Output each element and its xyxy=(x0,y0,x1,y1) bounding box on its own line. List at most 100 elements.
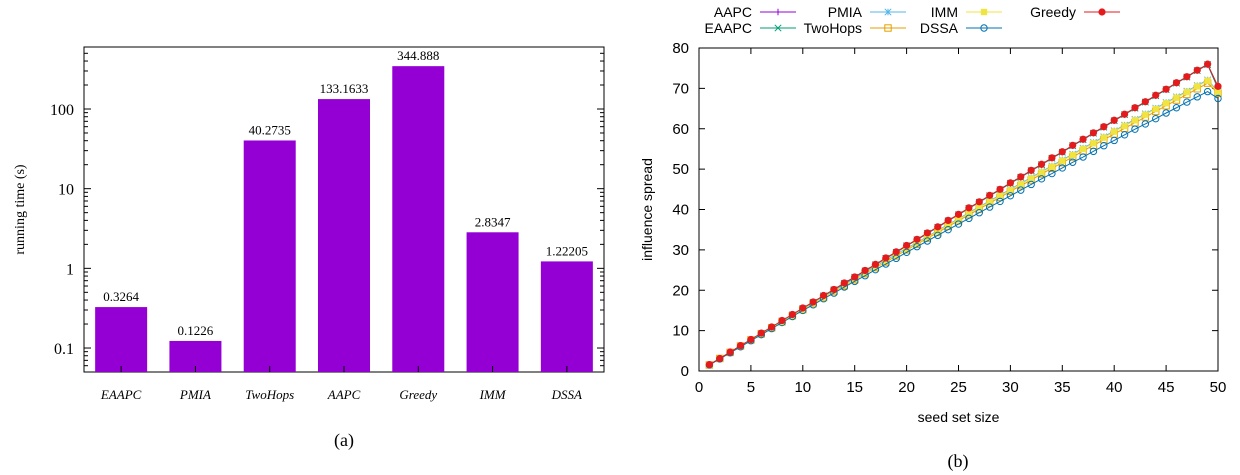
data-point xyxy=(1131,104,1139,112)
data-point xyxy=(1089,147,1098,156)
legend-item-pmia: PMIA xyxy=(828,4,906,20)
data-point xyxy=(1131,117,1139,124)
legend-marker xyxy=(884,8,892,16)
data-point xyxy=(965,204,973,212)
data-point xyxy=(965,210,973,217)
data-point xyxy=(1141,98,1149,106)
x-tick-label: 0 xyxy=(695,379,703,396)
legend-label: DSSA xyxy=(920,20,959,36)
x-tick-label: 25 xyxy=(950,379,967,396)
y-tick-label: 0 xyxy=(681,363,689,380)
legend-marker xyxy=(774,8,782,16)
data-point xyxy=(788,310,797,319)
x-tick-label: 35 xyxy=(1054,379,1071,396)
data-point xyxy=(799,304,807,312)
bar-value-labels: 0.3264 0.1226 40.2735 133.1633 344.888 2.8347… xyxy=(103,48,588,338)
data-point xyxy=(913,235,921,243)
legend-label: TwoHops xyxy=(804,20,862,36)
data-point xyxy=(1079,135,1087,143)
axis-ticks: 0 5 10 15 20 25 30 35 40 45 50 0 10 20 30 40 50 60 70 80 xyxy=(672,40,1226,396)
legend-item-greedy: Greedy xyxy=(1030,4,1120,20)
legend-marker xyxy=(774,24,782,32)
bar-imm xyxy=(466,232,519,372)
data-point xyxy=(1172,79,1181,87)
data-point xyxy=(1121,122,1128,130)
data-point xyxy=(1194,83,1201,90)
legend-item-imm: IMM xyxy=(931,4,1002,20)
legend-marker xyxy=(980,24,988,32)
data-point xyxy=(1058,148,1066,156)
category-label: IMM xyxy=(479,387,507,402)
bar-dssa xyxy=(540,261,593,372)
y-tick-label: 50 xyxy=(672,161,689,178)
legend-label: Greedy xyxy=(1030,4,1076,20)
y-tick-label: 10 xyxy=(672,323,689,340)
data-point xyxy=(923,237,932,245)
bar-value-label: 133.1633 xyxy=(320,81,369,96)
category-label: AAPC xyxy=(327,387,361,402)
data-point xyxy=(1193,66,1201,74)
legend-label: AAPC xyxy=(714,4,752,20)
legend-item-dssa: DSSA xyxy=(920,20,1002,36)
data-point xyxy=(1048,163,1056,170)
y-tick-label: 20 xyxy=(672,282,689,299)
series-greedy xyxy=(705,60,1222,369)
legend: AAPC PMIA IMM Greedy EAAPC TwoHops DSSA xyxy=(705,4,1120,36)
data-point xyxy=(1152,105,1159,113)
legend-label: EAAPC xyxy=(705,20,752,36)
data-point xyxy=(1183,98,1191,106)
bar-greedy xyxy=(392,66,445,372)
data-point xyxy=(1152,114,1160,123)
data-point xyxy=(1100,123,1108,131)
y-tick-label: 80 xyxy=(672,40,689,57)
data-point xyxy=(1193,93,1201,101)
data-point xyxy=(976,204,983,211)
bar-chart-running-time: 0.1 1 10 100 0.3264 0.1226 40.2735 133.1633 344… xyxy=(13,46,605,451)
data-point xyxy=(871,260,880,269)
data-point xyxy=(944,225,952,234)
legend-marker xyxy=(884,24,892,32)
data-point xyxy=(851,273,859,281)
data-point xyxy=(954,220,963,228)
data-point xyxy=(1203,87,1212,96)
legend-marker xyxy=(1098,8,1106,16)
data-point xyxy=(1120,110,1129,118)
data-point xyxy=(840,279,848,287)
data-point xyxy=(986,191,994,199)
data-point xyxy=(1152,91,1160,99)
data-point xyxy=(1068,158,1077,166)
data-point xyxy=(1110,116,1118,124)
data-point xyxy=(1100,142,1108,150)
data-point xyxy=(944,216,952,225)
category-labels: EAAPC PMIA TwoHops AAPC Greedy IMM DSSA xyxy=(100,366,582,402)
legend-item-twohops: TwoHops xyxy=(804,20,906,36)
x-tick-label: 50 xyxy=(1210,379,1227,396)
data-point xyxy=(892,248,900,256)
x-tick-label: 5 xyxy=(747,379,755,396)
y-tick-label: 100 xyxy=(50,102,74,119)
data-point xyxy=(1183,88,1191,96)
x-tick-label: 15 xyxy=(846,379,863,396)
data-point xyxy=(954,210,963,218)
data-point xyxy=(1173,94,1180,101)
data-point xyxy=(934,223,942,231)
bars xyxy=(95,66,593,372)
data-point xyxy=(1204,77,1211,84)
data-point xyxy=(1214,89,1222,96)
data-point xyxy=(944,222,952,229)
data-point xyxy=(1027,175,1035,182)
data-point xyxy=(1110,136,1118,145)
bar-value-label: 0.3264 xyxy=(103,289,139,304)
data-point xyxy=(975,198,983,206)
legend-label: PMIA xyxy=(828,4,863,20)
x-tick-label: 40 xyxy=(1106,379,1123,396)
data-point xyxy=(757,329,765,337)
data-point xyxy=(1069,141,1077,149)
data-point xyxy=(1162,85,1170,93)
y-axis-label: running time (s) xyxy=(13,164,28,255)
data-point xyxy=(736,341,745,350)
data-point xyxy=(882,254,890,262)
data-point xyxy=(1111,128,1118,135)
data-point xyxy=(1048,169,1056,178)
